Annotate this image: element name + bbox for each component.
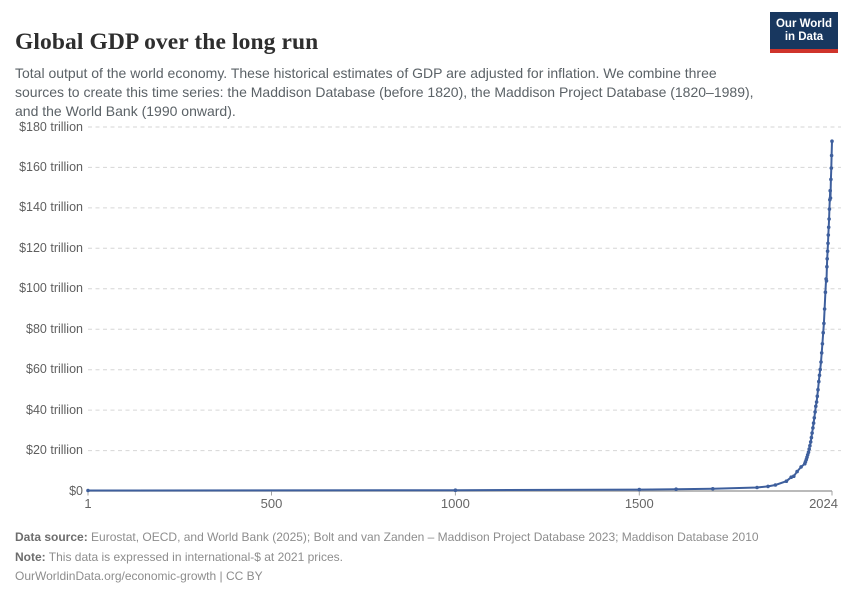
data-point-marker bbox=[828, 196, 833, 200]
x-axis-tick-label: 1500 bbox=[624, 496, 654, 511]
note-text: This data is expressed in international-… bbox=[45, 549, 343, 564]
data-point-marker bbox=[829, 177, 833, 182]
x-axis-tick-label: 1000 bbox=[440, 496, 470, 511]
data-point-marker bbox=[814, 404, 818, 409]
data-point-marker bbox=[674, 487, 678, 492]
data-point-marker bbox=[826, 233, 831, 237]
y-axis-tick-label: $160 trillion bbox=[19, 159, 83, 174]
citation-line: OurWorldinData.org/economic-growth | CC … bbox=[15, 569, 263, 583]
y-axis-tick-label: $140 trillion bbox=[19, 200, 83, 215]
data-point-marker bbox=[817, 379, 821, 384]
y-axis-tick-label: $40 trillion bbox=[26, 402, 83, 417]
chart-subtitle: Total output of the world economy. These… bbox=[15, 65, 754, 119]
data-point-marker bbox=[824, 279, 829, 283]
data-point-marker bbox=[819, 360, 823, 364]
y-axis-tick-label: $180 trillion bbox=[19, 119, 83, 134]
y-axis-tick-label: $0 bbox=[69, 483, 83, 498]
data-point-marker bbox=[784, 479, 789, 484]
data-point-marker bbox=[811, 426, 815, 430]
chart-title: Global GDP over the long run bbox=[15, 28, 319, 55]
owid-logo-text: Our World in Data bbox=[770, 12, 838, 49]
data-point-marker bbox=[830, 139, 834, 143]
data-point-marker bbox=[818, 367, 822, 372]
data-point-marker bbox=[453, 488, 458, 493]
data-point-marker bbox=[766, 484, 770, 489]
data-point-marker bbox=[814, 400, 819, 404]
y-axis-tick-label: $100 trillion bbox=[19, 281, 83, 296]
data-source-text: Eurostat, OECD, and World Bank (2025); B… bbox=[87, 530, 759, 544]
x-axis-tick-label: 2024 bbox=[809, 496, 838, 511]
data-point-marker bbox=[795, 469, 799, 474]
data-point-marker bbox=[817, 373, 822, 378]
note-line: Note: This data is expressed in internat… bbox=[15, 548, 845, 568]
data-point-marker bbox=[827, 207, 832, 211]
data-point-marker bbox=[799, 465, 803, 469]
chart-footer: Data source: Eurostat, OECD, and World B… bbox=[15, 528, 845, 587]
owid-logo-line2: in Data bbox=[784, 31, 824, 43]
data-point-marker bbox=[829, 166, 834, 170]
data-point-marker bbox=[826, 225, 831, 230]
y-axis-tick-label: $120 trillion bbox=[19, 240, 83, 255]
data-point-marker bbox=[792, 474, 796, 479]
y-axis-tick-label: $20 trillion bbox=[26, 443, 83, 458]
data-point-marker bbox=[810, 431, 814, 435]
y-axis-tick-label: $60 trillion bbox=[26, 362, 83, 377]
data-point-marker bbox=[811, 421, 816, 425]
data-source-label: Data source: bbox=[15, 530, 88, 544]
data-point-marker bbox=[825, 249, 830, 253]
data-point-marker bbox=[813, 410, 817, 414]
owid-logo-line1: Our World bbox=[775, 18, 832, 30]
data-point-marker bbox=[806, 450, 811, 455]
owid-logo: Our World in Data bbox=[770, 12, 838, 53]
data-point-marker bbox=[808, 443, 812, 448]
data-point-marker bbox=[809, 435, 814, 440]
data-point-marker bbox=[807, 447, 811, 451]
data-point-marker bbox=[823, 290, 828, 295]
data-source-line: Data source: Eurostat, OECD, and World B… bbox=[15, 528, 845, 548]
data-point-marker bbox=[821, 330, 825, 335]
gdp-line bbox=[87, 140, 833, 492]
x-axis-tick-label: 500 bbox=[260, 496, 283, 511]
owid-logo-accent-bar bbox=[770, 49, 838, 53]
data-point-marker bbox=[825, 264, 829, 269]
data-point-marker bbox=[773, 483, 778, 487]
data-point-marker bbox=[755, 485, 759, 490]
data-point-marker bbox=[711, 487, 715, 491]
note-label: Note: bbox=[15, 549, 46, 564]
data-point-marker bbox=[637, 487, 642, 492]
data-point-marker bbox=[808, 440, 813, 444]
x-axis-tick-label: 1 bbox=[84, 496, 92, 511]
y-axis-tick-label: $80 trillion bbox=[26, 321, 83, 336]
data-point-marker bbox=[828, 188, 832, 193]
data-point-marker bbox=[825, 257, 829, 261]
data-point-marker bbox=[822, 321, 826, 326]
data-point-marker bbox=[816, 387, 820, 392]
data-point-marker bbox=[822, 307, 827, 311]
data-point-marker bbox=[815, 394, 820, 399]
data-point-marker bbox=[812, 416, 817, 420]
data-point-marker bbox=[826, 241, 830, 246]
data-point-marker bbox=[86, 488, 90, 493]
data-point-marker bbox=[827, 217, 831, 221]
data-point-marker bbox=[819, 351, 824, 355]
data-point-marker bbox=[829, 153, 834, 158]
data-point-marker bbox=[820, 342, 825, 346]
